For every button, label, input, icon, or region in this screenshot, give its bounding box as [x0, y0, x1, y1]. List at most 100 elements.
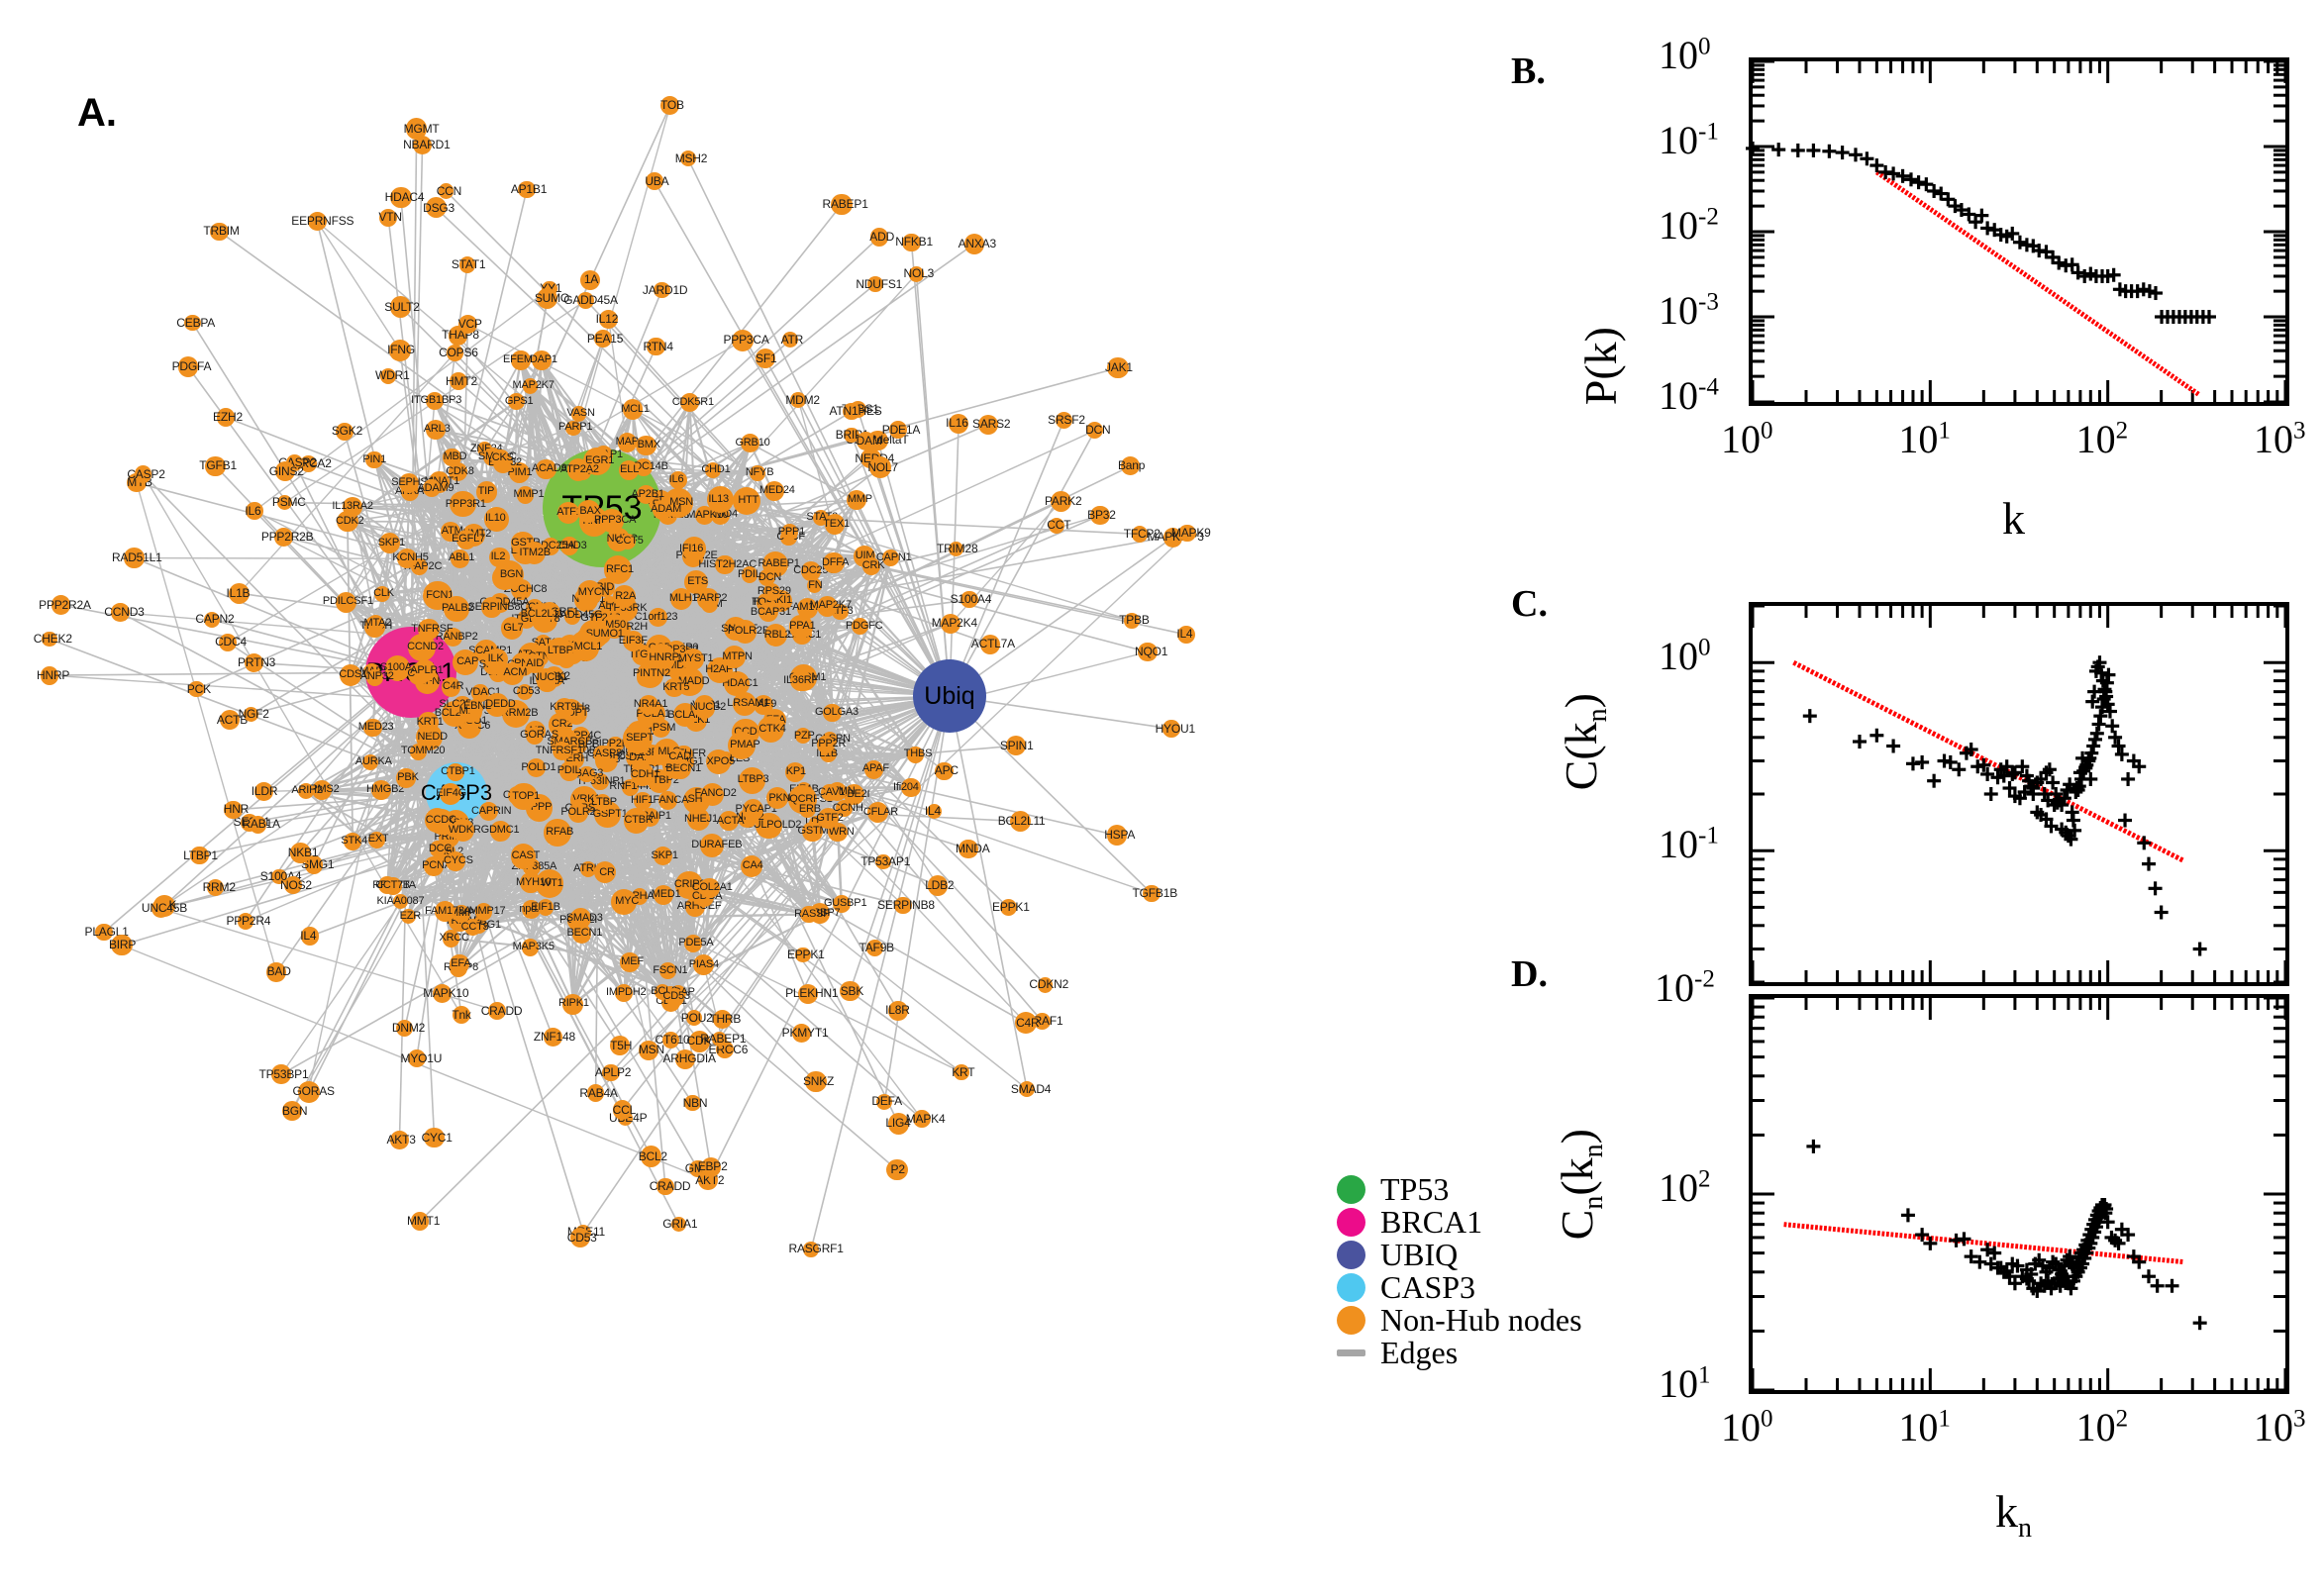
network-edge [707, 695, 951, 1181]
network-node-label: AP2B1 [631, 487, 664, 500]
network-node-label: GORAS [292, 1084, 335, 1099]
network-edge [764, 357, 951, 697]
network-node-label: JARD1D [642, 282, 688, 297]
network-node-label: BIRP [108, 938, 137, 952]
network-node-label: UBA [645, 173, 669, 188]
network-node-label: XRCC [439, 932, 470, 944]
network-node-label: SARS2 [972, 417, 1011, 432]
network-node-label: MCL1 [621, 402, 650, 415]
network-node-label: ITM2B [519, 547, 552, 559]
network-node-label: MMP [847, 493, 872, 506]
network-node-label: IL13 [708, 492, 729, 505]
fit-line [1792, 659, 2184, 863]
network-node-label: BMX [637, 439, 660, 451]
network-node-label: TEX1 [823, 517, 850, 530]
network-node-label: ACTL7A [970, 637, 1015, 651]
network-node-label: PRTN3 [238, 654, 276, 669]
network-edge [347, 400, 518, 523]
network-node-label: Banp [1117, 458, 1146, 473]
network-node-label: HMT2 [446, 373, 477, 388]
network-node-label: IL4 [924, 804, 941, 819]
network-node-label: TNFRSF [411, 622, 454, 635]
network-node-label: POLR2B [727, 625, 769, 638]
network-node-label: NUCB2 [689, 701, 727, 714]
network-node-label: DCC [428, 842, 453, 854]
network-node-label: MEF [621, 955, 644, 968]
network-node-label: ARIH2 [291, 784, 323, 797]
network-node-label: IL6 [245, 503, 261, 518]
network-node-label: PPP2R2A [39, 597, 91, 612]
legend-row: Edges [1337, 1335, 1582, 1370]
network-node-label: BGN [281, 1103, 308, 1118]
network-node-label: PARP1 [558, 421, 593, 434]
network-node-label: MMP1 [513, 488, 545, 501]
network-node-label: CYCS [443, 854, 473, 867]
network-node-label: GADD45A [563, 292, 618, 307]
network-node-label: PARP2 [693, 592, 728, 605]
network-node-label: KRT5 [662, 680, 690, 693]
network-node-label: ANXA3 [958, 237, 997, 251]
network-node-label: NDUFS1 [856, 276, 903, 291]
network-node-label: APAF [861, 762, 889, 775]
network-node-label: IL4 [300, 929, 317, 944]
network-edge [238, 352, 455, 594]
xtick-label-10e3: 103 [2254, 1405, 2306, 1449]
network-node-label: RFAB [546, 826, 574, 839]
network-node-label: CR [599, 865, 615, 878]
network-node-label: BCL2L11 [520, 607, 564, 620]
network-node-label: Ifi204 [892, 780, 919, 793]
network-node-label: NFKB1 [895, 235, 933, 249]
network-node-label: TRBIM [203, 224, 240, 239]
network-edge [632, 408, 835, 564]
network-node-label: STAT1 [451, 257, 486, 272]
network-edge [305, 790, 435, 867]
fit-line [1874, 169, 2200, 397]
network-edge [316, 221, 401, 351]
network-node-label: SERPINB8 [467, 600, 521, 613]
legend-dot-icon [1337, 1241, 1365, 1269]
network-node-label: COPS6 [439, 346, 478, 360]
network-node-label: ADD [869, 229, 895, 244]
network-node-label: HYOU1 [1155, 721, 1196, 736]
ytick-label-10eneg2: 10-2 [1659, 203, 1719, 248]
network-node-label: MGMT [403, 121, 440, 136]
network-node-label: TOB [660, 98, 684, 113]
network-node-label: CRK [861, 559, 885, 572]
legend-dot-icon [1337, 1208, 1365, 1237]
network-node-label: TIP [477, 485, 495, 498]
panel-d-data-svg [1751, 996, 2287, 1392]
network-node-label: THBS [903, 748, 933, 760]
network-node-label: MYH10 [516, 875, 552, 888]
network-node-label: PDE5A [678, 937, 714, 949]
network-node-label: ERB [798, 802, 821, 815]
network-node-label: RAD51L1 [111, 550, 162, 565]
legend-dot-icon [1337, 1273, 1365, 1302]
network-legend: TP53 BRCA1 UBIQ CASP3 Non-Hub nodes Edges [1337, 1171, 1582, 1370]
network-node-label: PSM [652, 721, 676, 734]
panel-c-ylabel: C(kn) [1556, 693, 1614, 791]
network-node-label: FN [808, 578, 823, 591]
network-node-label: CHD1 [701, 463, 731, 476]
network-node-label: ELL [620, 463, 640, 476]
network-node-label: ADAM [651, 503, 682, 516]
network-node-label: HTT [738, 494, 759, 507]
network-node-label: AURKA [354, 754, 392, 767]
network-node-label: TP53AP1 [860, 853, 911, 868]
ytick-label-10e0: 100 [1659, 634, 1711, 679]
network-edge [134, 556, 408, 559]
network-node-label: BCL2 [638, 1148, 667, 1163]
axis-ticks [1751, 996, 2287, 1392]
network-node-label: CCT7TA [375, 879, 416, 892]
network-node-label: EPPK1 [786, 948, 825, 962]
network-node-label: THRB [709, 1011, 742, 1026]
network-node-label: RPS29 [757, 585, 791, 598]
network-node-label: TPBB [1119, 613, 1150, 628]
network-node-label: IL6 [668, 473, 684, 486]
network-node-label: DNM2 [391, 1020, 426, 1035]
hub-node-ubiq[interactable]: Ubiq [913, 659, 986, 733]
data-points [1746, 141, 2216, 324]
network-node-label: DAP1 [529, 353, 557, 366]
network-edge [601, 243, 975, 509]
network-node-label: PKMYT1 [781, 1025, 829, 1040]
network-node-label: DCN [758, 570, 782, 583]
